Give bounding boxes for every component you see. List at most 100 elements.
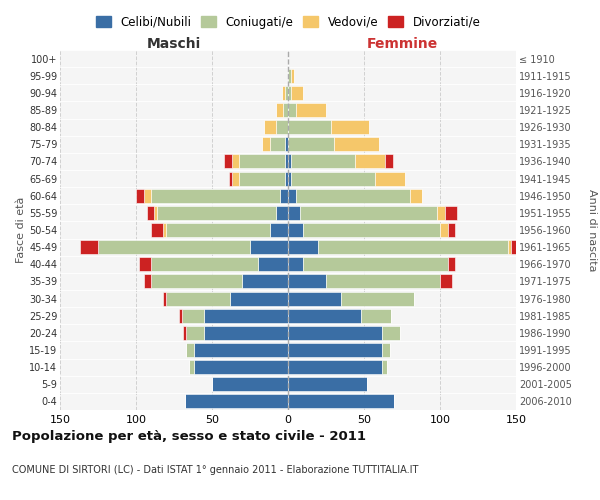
Bar [143,188,151,202]
Bar [154,206,157,220]
Bar [186,326,205,340]
Bar [179,308,182,322]
Bar [205,308,288,322]
Y-axis label: Fasce di età: Fasce di età [16,197,26,263]
Bar [185,394,288,408]
Bar [232,154,239,168]
Bar [139,258,151,272]
Bar [382,326,400,340]
Bar [440,223,448,237]
Text: COMUNE DI SIRTORI (LC) - Dati ISTAT 1° gennaio 2011 - Elaborazione TUTTITALIA.IT: COMUNE DI SIRTORI (LC) - Dati ISTAT 1° g… [12,465,418,475]
Bar [285,172,288,185]
Bar [288,206,300,220]
Bar [270,138,285,151]
Bar [288,308,361,322]
Bar [288,120,331,134]
Bar [319,240,508,254]
Bar [288,172,291,185]
Bar [374,172,405,185]
Bar [296,188,410,202]
Bar [229,172,232,185]
Bar [232,172,239,185]
Bar [163,223,166,237]
Bar [239,154,285,168]
Bar [189,360,194,374]
Bar [296,103,326,117]
Bar [300,206,437,220]
Bar [355,154,385,168]
Bar [288,258,303,272]
Bar [303,223,440,237]
Bar [288,103,296,117]
Bar [212,378,288,392]
Bar [291,86,303,100]
Bar [166,292,230,306]
Bar [80,240,98,254]
Bar [382,360,387,374]
Bar [288,188,296,202]
Legend: Celibi/Nubili, Coniugati/e, Vedovi/e, Divorziati/e: Celibi/Nubili, Coniugati/e, Vedovi/e, Di… [93,14,483,31]
Bar [288,223,303,237]
Bar [445,206,457,220]
Bar [291,172,374,185]
Bar [166,223,270,237]
Bar [440,274,452,288]
Text: Femmine: Femmine [367,37,437,51]
Bar [257,258,288,272]
Bar [285,138,288,151]
Bar [151,188,280,202]
Bar [270,223,288,237]
Bar [182,308,205,322]
Bar [242,274,288,288]
Bar [288,138,334,151]
Bar [288,86,291,100]
Bar [288,378,367,392]
Bar [282,86,285,100]
Bar [326,274,440,288]
Bar [511,240,530,254]
Text: Anni di nascita: Anni di nascita [587,188,597,271]
Bar [263,120,276,134]
Bar [205,326,288,340]
Bar [385,154,393,168]
Bar [288,154,291,168]
Bar [163,292,166,306]
Bar [262,138,270,151]
Bar [448,223,455,237]
Bar [288,274,326,288]
Bar [98,240,250,254]
Bar [194,343,288,357]
Bar [280,188,288,202]
Bar [508,240,511,254]
Bar [146,206,154,220]
Bar [224,154,232,168]
Bar [291,68,294,82]
Bar [285,154,288,168]
Bar [157,206,276,220]
Bar [230,292,288,306]
Bar [331,120,368,134]
Bar [143,274,151,288]
Text: Maschi: Maschi [147,37,201,51]
Bar [303,258,448,272]
Bar [448,258,455,272]
Bar [250,240,288,254]
Bar [288,394,394,408]
Bar [239,172,285,185]
Bar [334,138,379,151]
Bar [283,103,288,117]
Bar [361,308,391,322]
Bar [410,188,422,202]
Bar [288,292,341,306]
Text: Popolazione per età, sesso e stato civile - 2011: Popolazione per età, sesso e stato civil… [12,430,366,443]
Bar [285,86,288,100]
Bar [288,343,382,357]
Bar [437,206,445,220]
Bar [151,274,242,288]
Bar [186,343,194,357]
Bar [194,360,288,374]
Bar [151,223,163,237]
Bar [341,292,414,306]
Bar [291,154,355,168]
Bar [288,240,319,254]
